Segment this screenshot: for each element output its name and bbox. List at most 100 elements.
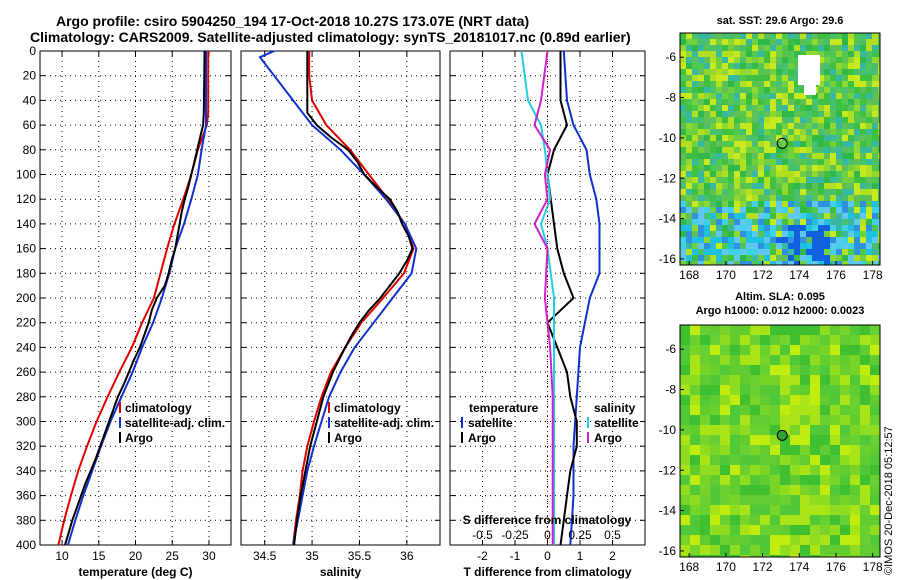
map-cell — [680, 159, 686, 165]
map-cell — [840, 395, 850, 405]
depth-tick-label: 80 — [23, 143, 37, 157]
map-cell — [848, 213, 854, 219]
map-cell — [760, 555, 770, 557]
map-cell — [740, 69, 746, 75]
map-cell — [836, 177, 842, 183]
map-cell — [764, 219, 770, 225]
legend-label: Argo — [468, 431, 496, 445]
map-cell — [782, 189, 788, 195]
map-cell — [722, 183, 728, 189]
map-cell — [812, 153, 818, 159]
map-cell — [730, 355, 740, 365]
map-cell — [740, 225, 746, 231]
map-cell — [782, 243, 788, 249]
map-cell — [770, 335, 780, 345]
map-cell — [800, 117, 806, 123]
map-cell — [830, 141, 836, 147]
map-cell — [860, 39, 866, 45]
map-cell — [878, 111, 880, 117]
map-cell — [818, 129, 824, 135]
map-cell — [776, 261, 782, 265]
map-cell — [710, 189, 716, 195]
map-cell — [782, 51, 788, 57]
map-cell — [764, 141, 770, 147]
map-cell — [782, 177, 788, 183]
map-cell — [760, 395, 770, 405]
x-tick-label: 10 — [55, 549, 69, 563]
map-cell — [680, 111, 686, 117]
map-cell — [704, 81, 710, 87]
depth-tick-label: 160 — [16, 242, 36, 256]
map-cell — [820, 425, 830, 435]
map-cell — [710, 213, 716, 219]
map-cell — [686, 177, 692, 183]
map-cell — [850, 495, 860, 505]
map-cell — [812, 261, 818, 265]
map-cell — [812, 123, 818, 129]
map-cell — [800, 183, 806, 189]
map-cell — [686, 183, 692, 189]
map-cell — [820, 405, 830, 415]
map-cell — [730, 425, 740, 435]
map-cell — [734, 183, 740, 189]
map-cell — [764, 201, 770, 207]
map-cell — [728, 45, 734, 51]
map-cell — [830, 555, 840, 557]
map-cell — [842, 147, 848, 153]
map-cell — [698, 105, 704, 111]
map-cell — [830, 81, 836, 87]
map-cell — [752, 165, 758, 171]
map-cell — [830, 249, 836, 255]
map-cell — [870, 445, 880, 455]
map-cell — [746, 135, 752, 141]
map-cell — [790, 375, 800, 385]
map-cell — [728, 231, 734, 237]
map-cell — [782, 123, 788, 129]
map-cell — [770, 237, 776, 243]
map-cell — [776, 189, 782, 195]
map-cell — [758, 255, 764, 261]
map-cell — [824, 87, 830, 93]
map-cell — [760, 385, 770, 395]
map-cell — [730, 435, 740, 445]
x2-tick-label: 0.5 — [604, 528, 621, 542]
map-cell — [692, 249, 698, 255]
map-cell — [770, 75, 776, 81]
map-cell — [750, 545, 760, 555]
map-cell — [698, 117, 704, 123]
map-cell — [806, 99, 812, 105]
map-cell — [698, 213, 704, 219]
map-cell — [800, 345, 810, 355]
map-cell — [740, 63, 746, 69]
map-cell — [728, 159, 734, 165]
map-cell — [866, 123, 872, 129]
map-cell — [872, 195, 878, 201]
map-cell — [716, 111, 722, 117]
map-cell — [848, 237, 854, 243]
map-cell — [692, 153, 698, 159]
map-cell — [830, 129, 836, 135]
map-cell — [820, 445, 830, 455]
map-cell — [776, 159, 782, 165]
map-cell — [746, 33, 752, 39]
map-cell — [700, 395, 710, 405]
map-cell — [692, 135, 698, 141]
map-cell — [812, 207, 818, 213]
map-cell — [680, 385, 690, 395]
map-cell — [830, 75, 836, 81]
map-cell — [728, 87, 734, 93]
map-cell — [692, 237, 698, 243]
map-cell — [824, 207, 830, 213]
map-cell — [860, 495, 870, 505]
map-cell — [746, 147, 752, 153]
map-cell — [850, 535, 860, 545]
map-cell — [680, 445, 690, 455]
map-cell — [782, 135, 788, 141]
map-cell — [704, 165, 710, 171]
map-cell — [830, 57, 836, 63]
map-cell — [782, 75, 788, 81]
map-cell — [680, 475, 690, 485]
map-cell — [818, 63, 824, 69]
map-cell — [854, 177, 860, 183]
map-cell — [848, 177, 854, 183]
